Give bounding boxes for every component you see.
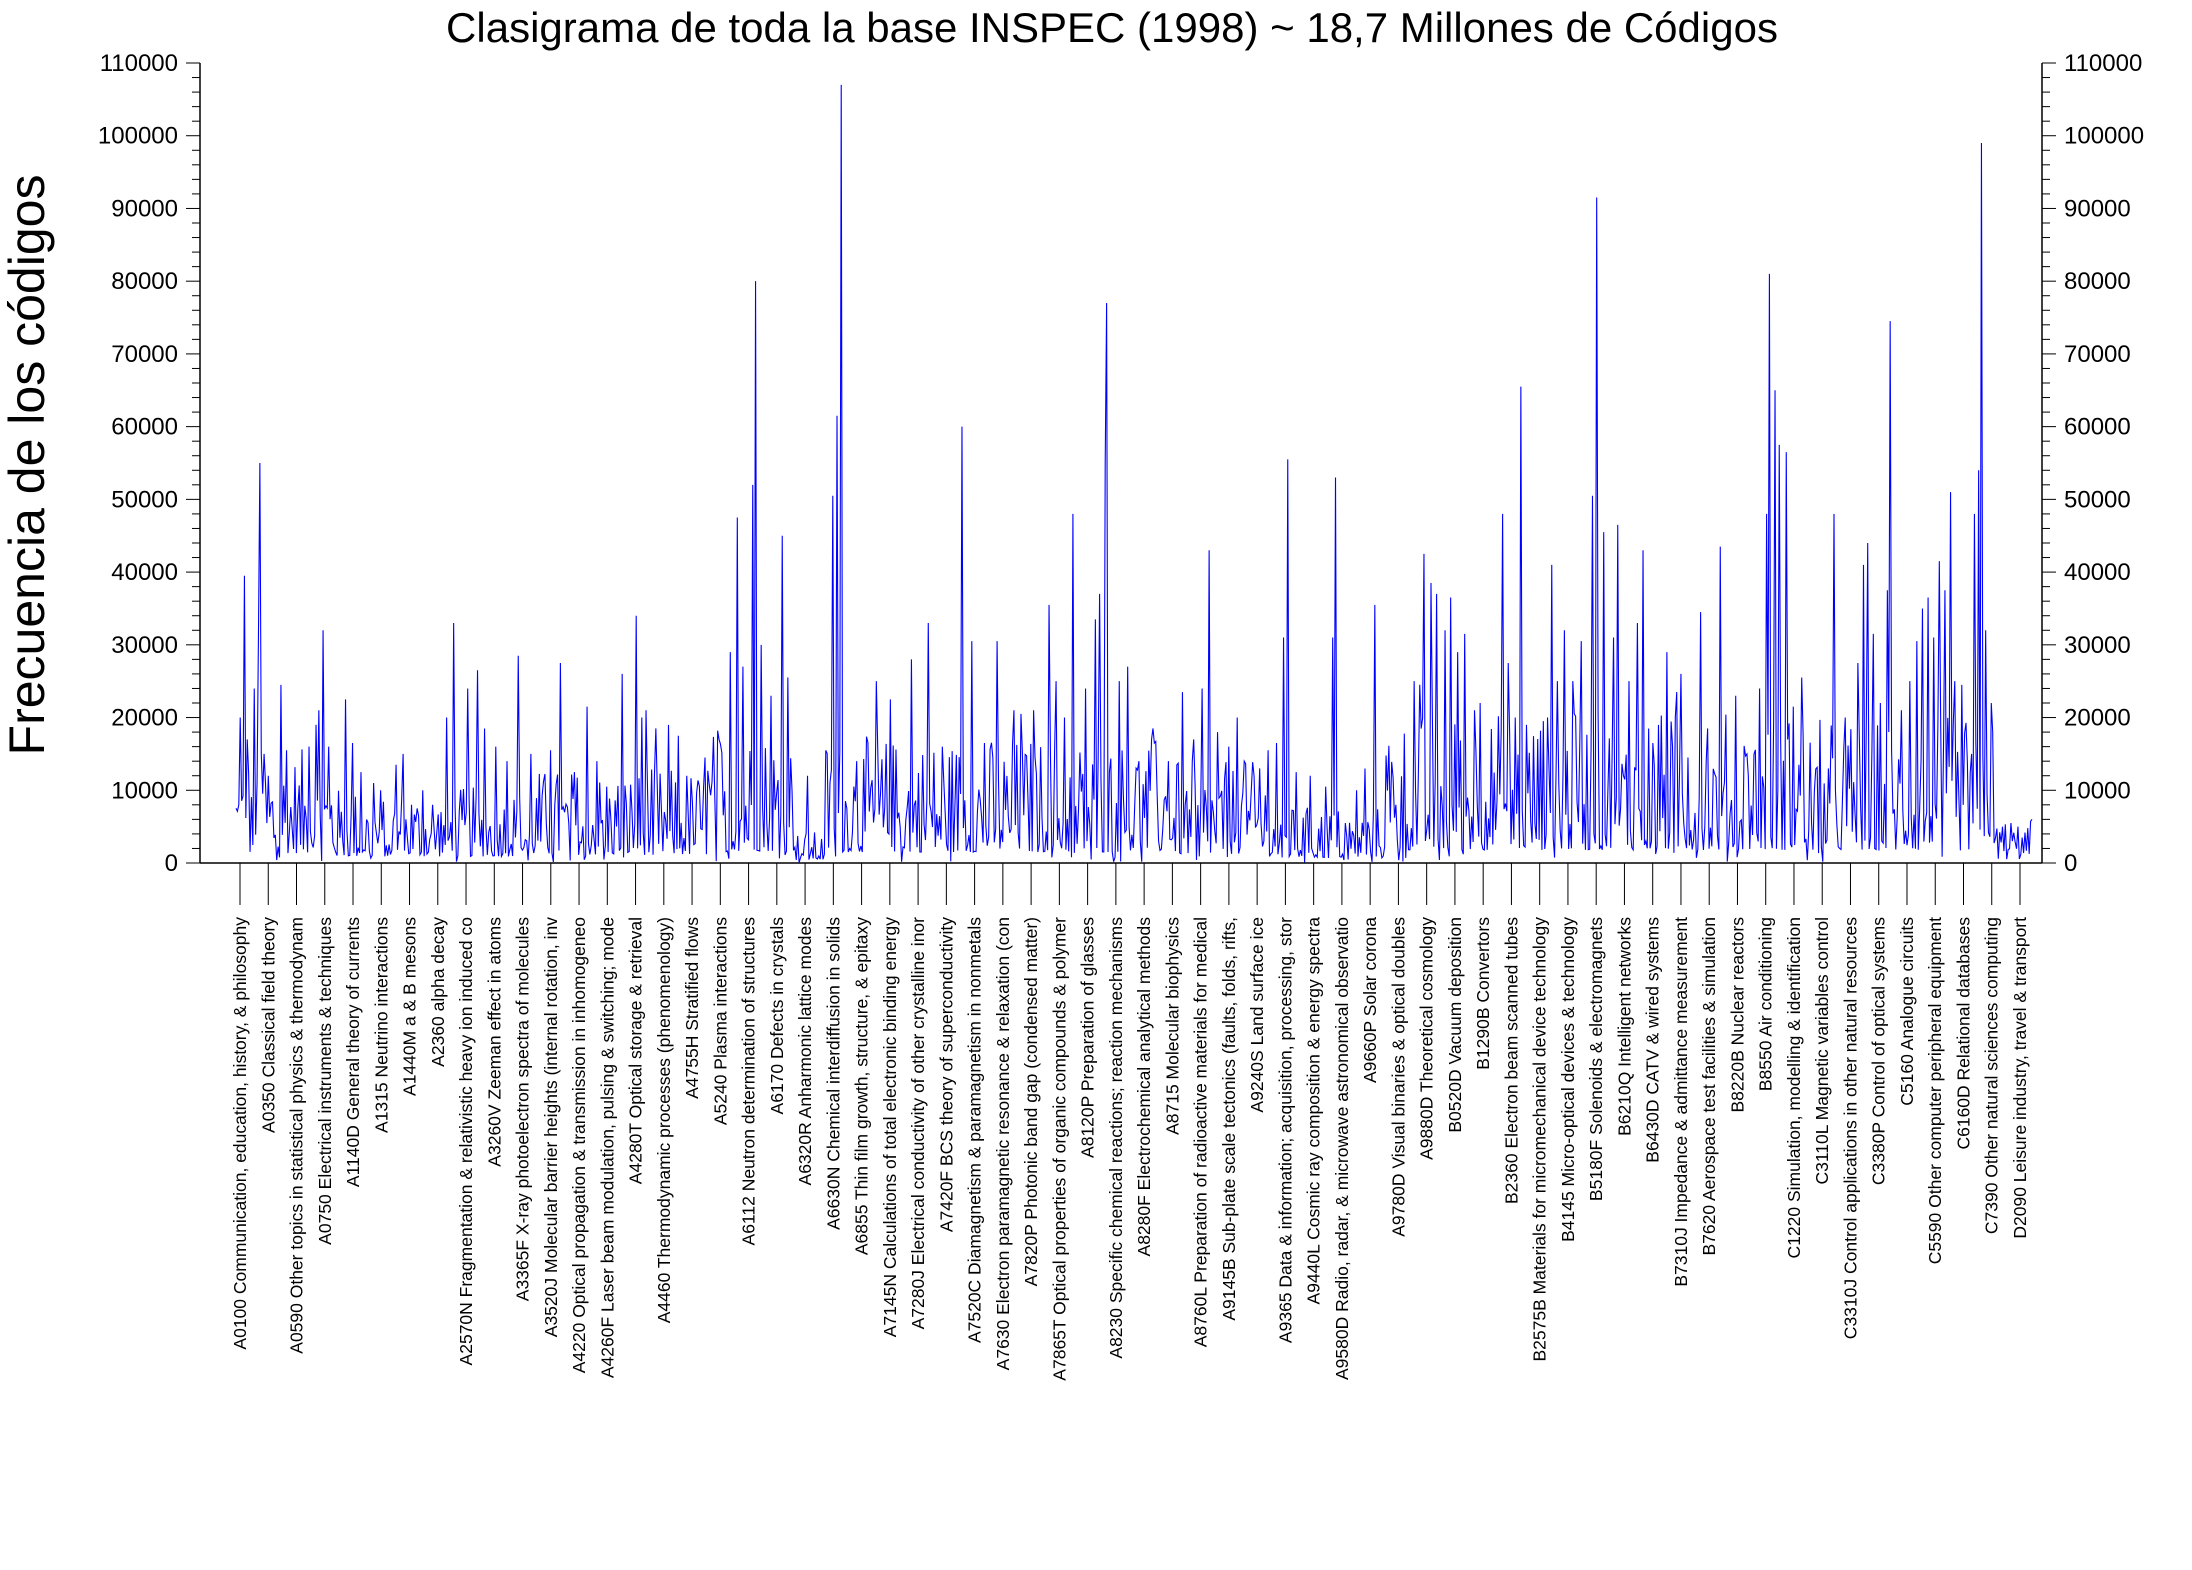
y-tick-label-left: 100000 [98, 123, 178, 150]
y-tick-label-left: 80000 [111, 268, 178, 295]
x-category-label: A5240 Plasma interactions [710, 917, 730, 1125]
y-tick-label-right: 0 [2064, 850, 2077, 877]
y-tick-label-right: 30000 [2064, 632, 2131, 659]
y-axis-label: Frecuencia de los códigos [0, 175, 55, 756]
chart-title: Clasigrama de toda la base INSPEC (1998)… [446, 4, 1778, 51]
y-tick-label-left: 60000 [111, 414, 178, 441]
x-category-label: A6112 Neutron determination of structure… [739, 917, 759, 1246]
y-tick-label-left: 40000 [111, 559, 178, 586]
y-tick-label-right: 100000 [2064, 123, 2144, 150]
plot-frame [199, 63, 2043, 864]
x-category-label: A9440L Cosmic ray composition & energy s… [1304, 917, 1324, 1305]
x-category-label: A8760L Preparation of radioactive materi… [1191, 917, 1211, 1347]
x-category-label: A2570N Fragmentation & relativistic heav… [456, 917, 476, 1365]
x-category-label: A7865T Optical properties of organic com… [1049, 917, 1069, 1381]
x-category-label: A9145B Sub-plate scale tectonics (faults… [1219, 917, 1239, 1321]
x-category-label: A9365 Data & information; acquisition, p… [1275, 917, 1295, 1343]
x-category-label: A1315 Neutrino interactions [371, 917, 391, 1133]
x-category-label: B1290B Convertors [1473, 917, 1493, 1070]
y-tick-label-right: 70000 [2064, 341, 2131, 368]
x-category-label: A9240S Land surface ice [1247, 917, 1267, 1113]
y-tick-label-left: 20000 [111, 705, 178, 732]
x-category-label: A9580D Radio, radar, & microwave astrono… [1332, 917, 1352, 1380]
x-category-label: A0350 Classical field theory [258, 917, 278, 1133]
x-category-label: A0750 Electrical instruments & technique… [315, 917, 335, 1245]
right-y-axis: 0 10000 20000 30000 40000 50000 60000 70000 8000… [2042, 50, 2144, 877]
left-y-axis: 0 10000 20000 30000 40000 50000 60000 70000 8000… [98, 50, 200, 877]
x-category-label: A4755H Stratified flows [682, 917, 702, 1099]
x-category-label: A7145N Calculations of total electronic … [880, 917, 900, 1338]
x-category-label: A8715 Molecular biophysics [1162, 917, 1182, 1135]
x-category-label: B7620 Aerospace test facilities & simula… [1699, 917, 1719, 1256]
y-tick-label-right: 50000 [2064, 486, 2131, 513]
x-category-label: A4280T Optical storage & retrieval [626, 917, 646, 1184]
x-category-label: A7280J Electrical conductivity of other … [908, 917, 928, 1330]
y-tick-label-left: 0 [165, 850, 178, 877]
x-category-label: B0520D Vacuum deposition [1445, 917, 1465, 1133]
x-category-label: A7820P Photonic band gap (condensed matt… [1021, 917, 1041, 1286]
x-category-label: A9880D Theoretical cosmology [1417, 917, 1437, 1160]
y-tick-label-left: 10000 [111, 777, 178, 804]
x-category-label: C3310J Control applications in other nat… [1840, 917, 1860, 1339]
x-axis [239, 863, 2021, 905]
x-category-label: B7310J Impedance & admittance measuremen… [1671, 917, 1691, 1287]
x-category-label: A3365F X-ray photoelectron spectra of mo… [513, 917, 533, 1301]
x-category-label: A8120P Preparation of glasses [1078, 917, 1098, 1158]
x-category-label: C3380P Control of optical systems [1869, 917, 1889, 1185]
x-category-label: A6170 Defects in crystals [767, 917, 787, 1115]
x-category-label: C3110L Magnetic variables control [1812, 917, 1832, 1185]
x-category-label: B6430D CATV & wired systems [1643, 917, 1663, 1163]
x-category-label: A7630 Electron paramagnetic resonance & … [993, 917, 1013, 1370]
x-category-label: A4220 Optical propagation & transmission… [569, 917, 589, 1373]
x-category-label: A0590 Other topics in statistical physic… [287, 917, 307, 1354]
y-tick-label-left: 110000 [100, 50, 178, 77]
series-line [235, 84, 2033, 863]
y-tick-label-left: 30000 [111, 632, 178, 659]
x-category-label: A1440M a & B mesons [400, 917, 420, 1096]
x-category-label: A0100 Communication, education, history,… [230, 917, 250, 1350]
y-tick-label-right: 20000 [2064, 705, 2131, 732]
x-category-label: D2090 Leisure industry, travel & transpo… [2010, 917, 2030, 1239]
x-category-label: A8230 Specific chemical reactions; react… [1106, 917, 1126, 1359]
y-tick-label-right: 40000 [2064, 559, 2131, 586]
y-tick-label-right: 80000 [2064, 268, 2131, 295]
x-category-label: A7520C Diamagnetism & paramagnetism in n… [965, 917, 985, 1343]
y-tick-label-right: 60000 [2064, 414, 2131, 441]
x-category-label: A3520J Molecular barrier heights (intern… [541, 917, 561, 1337]
x-category-label: A6630N Chemical interdiffusion in solids [823, 917, 843, 1230]
x-category-label: C5160 Analogue circuits [1897, 917, 1917, 1106]
x-category-label: C7390 Other natural sciences computing [1982, 917, 2002, 1234]
data-series [235, 84, 2033, 863]
x-category-label: A2360 alpha decay [428, 917, 448, 1067]
x-category-label: A1140D General theory of currents [343, 917, 363, 1187]
x-category-label: B4145 Micro-optical devices & technology [1558, 917, 1578, 1242]
x-category-label: A6855 Thin film growth, structure, & epi… [852, 917, 872, 1255]
x-category-label: B8220B Nuclear reactors [1727, 917, 1747, 1113]
x-category-label: A8280F Electrochemical analytical method… [1134, 917, 1154, 1257]
y-tick-label-left: 70000 [111, 341, 178, 368]
y-tick-label-left: 90000 [111, 195, 178, 222]
y-tick-label-right: 10000 [2064, 777, 2131, 804]
y-tick-label-right: 90000 [2064, 195, 2131, 222]
x-category-label: C5590 Other computer peripheral equipmen… [1925, 917, 1945, 1264]
x-category-label: A9780D Visual binaries & optical doubles [1388, 917, 1408, 1237]
x-category-label: B6210Q Intelligent networks [1614, 917, 1634, 1136]
x-category-label: B8550 Air conditioning [1756, 917, 1776, 1091]
x-category-label: B2360 Electron beam scanned tubes [1501, 917, 1521, 1204]
x-category-label: A4260F Laser beam modulation, pulsing & … [597, 917, 617, 1378]
x-axis-category-labels: A0100 Communication, education, history,… [230, 917, 2030, 1381]
x-category-label: A3260V Zeeman effect in atoms [484, 917, 504, 1167]
x-category-label: B5180F Solenoids & electromagnets [1586, 917, 1606, 1201]
x-category-label: A6320R Anharmonic lattice modes [795, 917, 815, 1186]
x-category-label: A9660P Solar corona [1360, 917, 1380, 1083]
y-tick-label-left: 50000 [111, 486, 178, 513]
x-category-label: C6160D Relational databases [1953, 917, 1973, 1150]
x-category-label: A7420F BCS theory of superconductivity [936, 917, 956, 1232]
x-category-label: A4460 Thermodynamic processes (phenomeno… [654, 917, 674, 1323]
x-category-label: B2575B Materials for micromechanical dev… [1530, 917, 1550, 1362]
y-tick-label-right: 110000 [2064, 50, 2142, 77]
x-category-label: C1220 Simulation, modelling & identifica… [1784, 917, 1804, 1258]
